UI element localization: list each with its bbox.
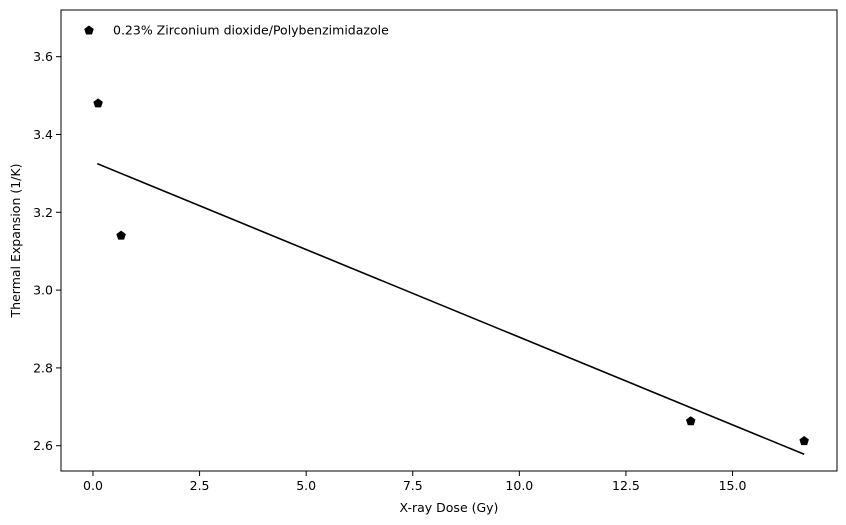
legend-marker-pentagon [84, 25, 94, 35]
data-point [686, 416, 696, 426]
data-point [799, 436, 809, 446]
y-tick-label: 2.8 [33, 360, 53, 375]
data-points [93, 98, 809, 446]
y-tick-label: 3.6 [33, 49, 53, 64]
fit-line [96, 162, 805, 456]
plot-frame [60, 9, 838, 472]
x-axis: 0.0 2.5 5.0 7.5 10.0 12.5 15.0 [83, 471, 746, 493]
legend-label: 0.23% Zirconium dioxide/Polybenzimidazol… [113, 23, 389, 38]
fit-line-group [96, 162, 805, 456]
x-tick-label: 2.5 [190, 478, 210, 493]
x-axis-label: X-ray Dose (Gy) [400, 500, 499, 515]
y-axis-label: Thermal Expansion (1/K) [8, 164, 23, 319]
x-tick-label: 12.5 [612, 478, 640, 493]
x-tick-label: 5.0 [296, 478, 316, 493]
x-tick-label: 15.0 [719, 478, 747, 493]
plot-area [60, 9, 838, 472]
x-tick-label: 0.0 [83, 478, 103, 493]
y-tick-label: 3.4 [33, 127, 53, 142]
x-tick-label: 7.5 [403, 478, 423, 493]
y-axis: 2.6 2.8 3.0 3.2 3.4 3.6 [33, 49, 61, 453]
data-point [116, 230, 126, 240]
y-tick-label: 3.0 [33, 283, 53, 298]
x-tick-label: 10.0 [505, 478, 533, 493]
y-tick-label: 2.6 [33, 438, 53, 453]
y-tick-label: 3.2 [33, 205, 53, 220]
data-point [93, 98, 103, 108]
legend: 0.23% Zirconium dioxide/Polybenzimidazol… [84, 23, 389, 38]
